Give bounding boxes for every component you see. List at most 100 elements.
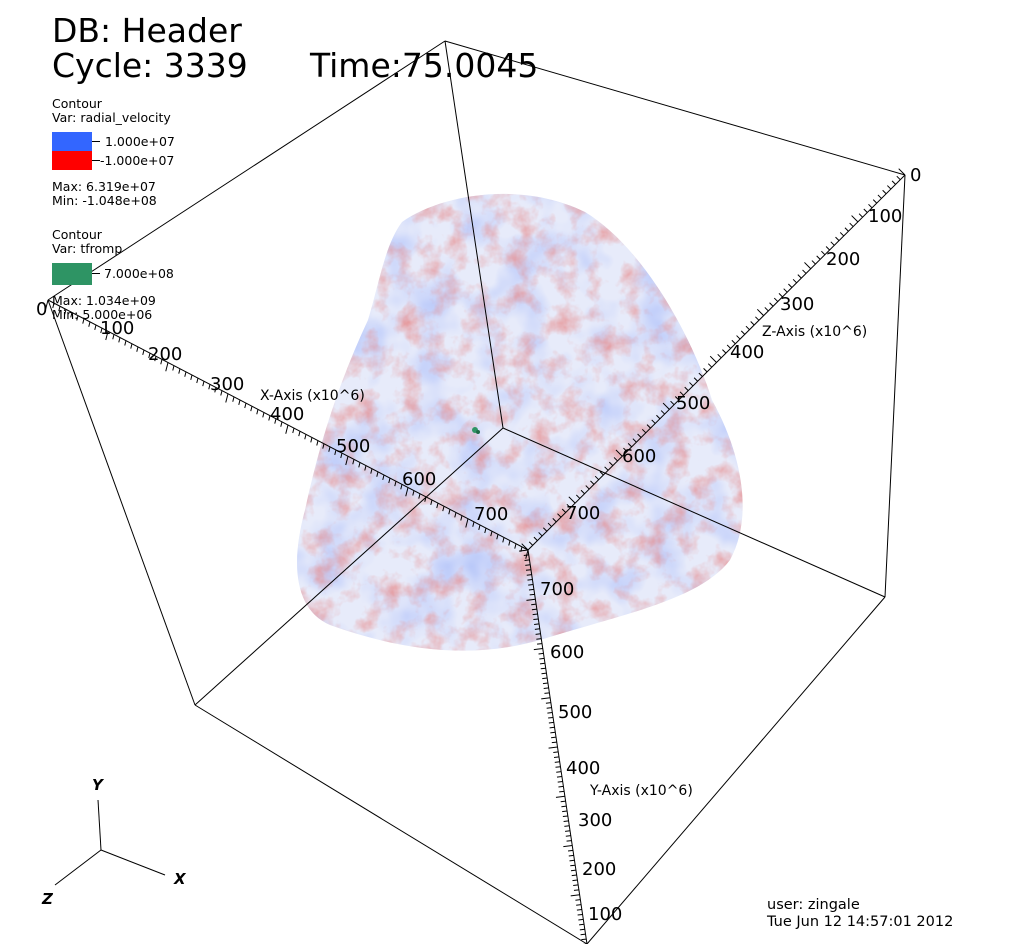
axis-tick: [535, 633, 541, 635]
axis-tick: [532, 613, 538, 616]
axis-tick: [382, 474, 385, 480]
axis-tick: [641, 428, 647, 434]
axis-tick: [154, 356, 157, 362]
axis-tick: [424, 496, 427, 502]
axis-tick: [196, 378, 199, 384]
axis-tick: [555, 766, 561, 768]
axis-tick: [508, 540, 511, 546]
axis-tick: [208, 384, 211, 390]
axis-tick: [578, 918, 584, 921]
axis-tick: [525, 549, 529, 559]
axis-tick: [572, 879, 578, 882]
legend-var-label: Var: tfromp: [52, 241, 123, 256]
axis-tick: [136, 346, 139, 352]
axis-tick: [310, 437, 313, 443]
axis-tick: [693, 377, 699, 382]
axis-tick: [868, 203, 873, 209]
axis-tick: [552, 518, 557, 523]
legend-var-label: Var: radial_velocity: [52, 110, 171, 125]
axis-tick: [561, 508, 567, 513]
axis-tick: [542, 527, 548, 532]
axis-tick: [802, 269, 807, 274]
axis-tick: [562, 810, 568, 813]
x-tick-label: 300: [210, 374, 244, 395]
axis-tick: [364, 465, 367, 471]
y-tick-label: 700: [540, 579, 574, 600]
legend-tick: [92, 141, 100, 142]
axis-tick: [844, 227, 849, 232]
axis-tick: [541, 697, 551, 700]
timestamp-label: Tue Jun 12 14:57:01 2012: [767, 914, 954, 930]
axis-tick: [811, 260, 816, 265]
axis-tick: [576, 909, 582, 911]
y-axis-title: Y-Axis (x10^6): [589, 783, 693, 799]
axis-tick: [528, 588, 534, 591]
axis-tick: [575, 494, 581, 499]
axis-tick: [637, 433, 642, 438]
axis-tick: [526, 598, 536, 601]
axis-tick: [563, 845, 573, 848]
x-tick-label: 500: [336, 436, 370, 457]
axis-tick: [684, 386, 689, 391]
axis-tick: [568, 496, 576, 504]
legend-plot-type: Contour: [52, 96, 102, 111]
axis-tick: [274, 418, 277, 424]
axis-tick: [783, 288, 788, 293]
axis-tick: [561, 805, 567, 808]
axis-tick: [568, 854, 574, 857]
axis-tick: [547, 522, 552, 527]
z-tick-label: 0: [910, 165, 921, 186]
axis-tick: [100, 328, 103, 334]
z-axis-title: Z-Axis (x10^6): [762, 324, 867, 340]
axis-tick: [778, 293, 783, 298]
axis-tick: [238, 399, 241, 405]
axis-tick: [750, 321, 755, 326]
legend-swatch-negative: [52, 151, 92, 170]
axis-tick: [590, 480, 595, 485]
axis-tick: [557, 513, 562, 518]
axis-tick: [613, 457, 618, 462]
axis-tick: [540, 667, 546, 670]
z-tick-label: 100: [868, 206, 902, 227]
axis-tick: [165, 362, 169, 372]
axis-tick: [172, 365, 175, 371]
axis-tick: [571, 874, 577, 877]
axis-ticks: [45, 168, 906, 944]
orientation-triad: [54, 799, 166, 886]
axis-tick: [570, 869, 576, 872]
axis-tick: [112, 334, 115, 340]
axis-tick: [565, 835, 571, 837]
legend-level-label: 1.000e+07: [105, 134, 175, 149]
axis-tick: [896, 175, 901, 181]
axis-tick: [623, 447, 628, 452]
axis-tick: [551, 741, 557, 744]
axis-tick: [528, 583, 534, 586]
axis-tick: [891, 180, 896, 185]
axis-tick: [472, 521, 475, 527]
x-axis-title: X-Axis (x10^6): [260, 388, 365, 404]
axis-tick: [527, 579, 533, 581]
axis-tick: [533, 618, 539, 621]
triad-z-label: Z: [41, 890, 54, 908]
axis-tick: [496, 534, 499, 540]
axis-tick: [534, 628, 540, 630]
axis-tick: [872, 199, 878, 204]
axis-tick: [736, 335, 741, 340]
axis-tick: [553, 751, 559, 754]
axis-tick: [740, 330, 746, 335]
axis-tick: [88, 321, 91, 327]
axis-tick: [528, 541, 534, 546]
axis-tick: [298, 431, 301, 437]
axis-tick: [580, 489, 585, 495]
axis-tick: [536, 638, 542, 640]
axis-tick: [594, 475, 600, 481]
legend-swatch-positive: [52, 132, 92, 151]
axis-tick: [731, 339, 736, 345]
legend-max: Max: 6.319e+07: [52, 179, 156, 194]
triad-y-label: Y: [92, 776, 105, 794]
axis-tick: [394, 481, 397, 487]
time-label: Time:75.0045: [310, 46, 539, 85]
axis-tick: [887, 185, 892, 190]
axis-tick: [562, 815, 568, 818]
